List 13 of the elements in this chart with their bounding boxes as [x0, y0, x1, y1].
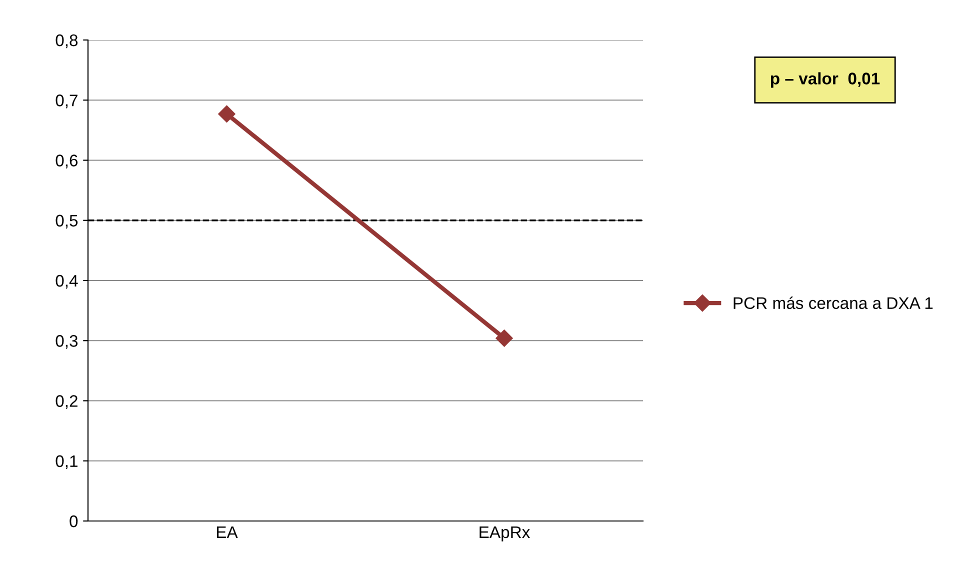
legend-label: PCR más cercana a DXA 1 — [734, 296, 933, 310]
y-tick-label: 0,3 — [56, 335, 78, 349]
y-tick-label: 0,5 — [56, 214, 78, 229]
text: p – valor 0,01 — [770, 72, 880, 88]
y-tick-label: 0,8 — [56, 34, 78, 48]
y-tick-label: 0,7 — [56, 94, 78, 108]
y-tick-label: 0 — [70, 515, 78, 528]
x-tick-label: EA — [217, 526, 238, 538]
y-tick-label: 0,1 — [56, 455, 78, 470]
y-tick-label: 0,2 — [56, 395, 78, 409]
y-tick-label: 0,6 — [56, 154, 78, 168]
x-tick-label: EApRx — [480, 526, 530, 542]
y-tick-label: 0,4 — [56, 274, 78, 289]
